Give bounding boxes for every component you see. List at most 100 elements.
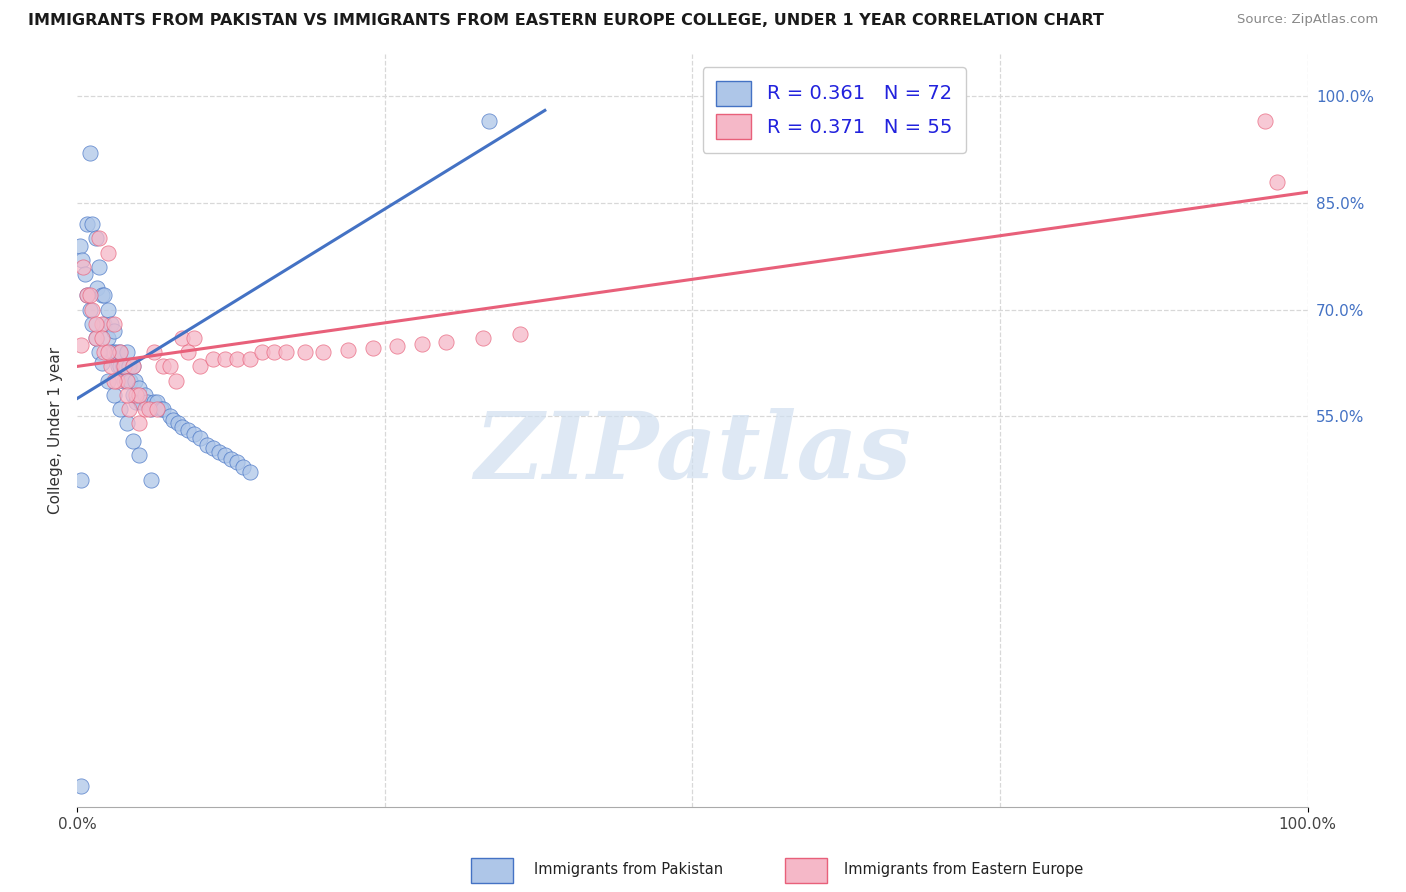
Point — [115, 374, 138, 388]
Point — [89, 231, 111, 245]
Point — [195, 437, 218, 451]
Point — [167, 417, 190, 431]
Text: Immigrants from Eastern Europe: Immigrants from Eastern Europe — [844, 863, 1083, 877]
Point — [121, 359, 143, 374]
Point — [239, 352, 262, 367]
Point — [82, 217, 104, 231]
Point — [118, 402, 141, 417]
Point — [201, 352, 224, 367]
Point — [232, 460, 254, 475]
Point — [219, 451, 242, 466]
Point — [110, 402, 132, 417]
Point — [103, 374, 125, 388]
Point — [170, 420, 193, 434]
Point — [73, 267, 96, 281]
Point — [76, 217, 98, 231]
Point — [125, 388, 148, 402]
Point — [177, 345, 200, 359]
Point — [84, 331, 107, 345]
Point — [387, 339, 409, 353]
Point — [226, 455, 249, 469]
Text: IMMIGRANTS FROM PAKISTAN VS IMMIGRANTS FROM EASTERN EUROPE COLLEGE, UNDER 1 YEAR: IMMIGRANTS FROM PAKISTAN VS IMMIGRANTS F… — [28, 13, 1104, 29]
Point — [138, 402, 160, 417]
Point — [76, 288, 98, 302]
Point — [103, 324, 125, 338]
Point — [141, 473, 163, 487]
Point — [82, 302, 104, 317]
Point — [110, 359, 132, 374]
Point — [97, 302, 120, 317]
Point — [70, 473, 93, 487]
Point — [214, 448, 236, 462]
Point — [90, 288, 114, 302]
Point — [97, 374, 120, 388]
Point — [70, 252, 93, 267]
Point — [97, 331, 120, 345]
Point — [190, 430, 212, 444]
Point — [170, 331, 193, 345]
Point — [72, 260, 94, 274]
Point — [146, 395, 169, 409]
Point — [84, 317, 107, 331]
Point — [128, 417, 150, 431]
Point — [107, 359, 129, 374]
Point — [125, 395, 148, 409]
Point — [97, 245, 120, 260]
Point — [105, 374, 128, 388]
Point — [103, 317, 125, 331]
Point — [263, 345, 285, 359]
Point — [159, 359, 181, 374]
Point — [100, 359, 122, 374]
Point — [1265, 174, 1288, 188]
Point — [86, 281, 108, 295]
Point — [89, 345, 111, 359]
Point — [105, 345, 128, 359]
Point — [97, 345, 120, 359]
Point — [90, 356, 114, 370]
Point — [472, 331, 495, 345]
Point — [90, 331, 114, 345]
Point — [190, 359, 212, 374]
Point — [121, 434, 143, 448]
Point — [152, 402, 174, 417]
Point — [84, 331, 107, 345]
Point — [115, 388, 138, 402]
Point — [128, 381, 150, 395]
Point — [312, 345, 335, 359]
Point — [120, 374, 142, 388]
Point — [436, 334, 458, 349]
Point — [112, 374, 135, 388]
Point — [79, 288, 101, 302]
Point — [239, 465, 262, 479]
Point — [103, 345, 125, 359]
Point — [103, 388, 125, 402]
Point — [226, 352, 249, 367]
Point — [214, 352, 236, 367]
Text: ZIPatlas: ZIPatlas — [474, 408, 911, 498]
Point — [208, 444, 231, 458]
Point — [128, 448, 150, 462]
Point — [159, 409, 181, 424]
Text: Immigrants from Pakistan: Immigrants from Pakistan — [534, 863, 724, 877]
Point — [70, 338, 93, 352]
Point — [93, 317, 115, 331]
Point — [141, 402, 163, 417]
Point — [115, 374, 138, 388]
Point — [478, 114, 501, 128]
Point — [79, 146, 101, 161]
Point — [118, 359, 141, 374]
Point — [131, 395, 153, 409]
Point — [136, 395, 159, 409]
Point — [69, 238, 91, 252]
Point — [134, 402, 156, 417]
Point — [84, 231, 107, 245]
Point — [276, 345, 298, 359]
Point — [70, 779, 93, 793]
Point — [89, 260, 111, 274]
Point — [93, 288, 115, 302]
Point — [1253, 114, 1275, 128]
Point — [250, 345, 273, 359]
Point — [111, 359, 134, 374]
Text: Source: ZipAtlas.com: Source: ZipAtlas.com — [1237, 13, 1378, 27]
Point — [90, 317, 114, 331]
